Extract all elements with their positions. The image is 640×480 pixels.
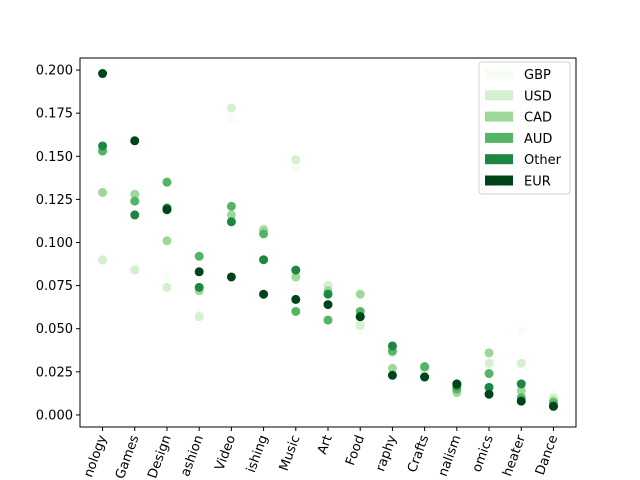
point-gbp-design (162, 270, 172, 280)
point-other-fashion (194, 282, 204, 292)
point-other-photography (387, 341, 397, 351)
point-usd-games (130, 265, 140, 275)
legend-swatch-eur (485, 175, 513, 186)
point-usd-design (162, 282, 172, 292)
point-other-music (291, 265, 301, 275)
y-tick-label: 0.125 (36, 193, 73, 208)
legend-label-gbp: GBP (524, 68, 551, 83)
point-usd-music (291, 155, 301, 165)
point-gbp-video (226, 113, 236, 123)
legend-label-usd: USD (524, 89, 552, 104)
point-eur-art (323, 300, 333, 310)
legend-label-cad: CAD (524, 111, 552, 126)
point-other-art (323, 289, 333, 299)
point-aud-games (130, 196, 140, 206)
point-eur-journalism (452, 379, 462, 389)
point-eur-video (226, 272, 236, 282)
point-usd-video (226, 103, 236, 113)
point-aud-fashion (194, 251, 204, 261)
x-tick-label: Art (315, 433, 336, 456)
y-tick-label: 0.100 (36, 236, 73, 251)
point-aud-music (291, 306, 301, 316)
point-eur-crafts (420, 372, 430, 382)
point-gbp-music (291, 163, 301, 173)
point-eur-theater (516, 396, 526, 406)
point-aud-crafts (420, 362, 430, 372)
point-aud-comics (484, 369, 494, 379)
point-eur-fashion (194, 267, 204, 277)
point-eur-comics (484, 389, 494, 399)
point-aud-publishing (259, 229, 269, 239)
point-cad-technology (98, 188, 108, 197)
legend-swatch-aud (485, 132, 513, 143)
point-cad-video (226, 210, 236, 220)
point-eur-music (291, 294, 301, 304)
point-other-video (226, 217, 236, 227)
point-other-games (130, 210, 140, 220)
point-aud-video (226, 201, 236, 211)
point-aud-art (323, 315, 333, 325)
point-usd-technology (98, 255, 108, 265)
y-tick-label: 0.150 (36, 150, 73, 165)
legend: GBP USD CAD AUD Other EUR (478, 61, 571, 195)
point-eur-technology (98, 69, 108, 79)
point-other-technology (98, 141, 108, 151)
point-other-theater (516, 379, 526, 389)
point-eur-dance (548, 401, 558, 411)
point-usd-theater (516, 358, 526, 368)
y-tick-label: 0.000 (36, 408, 73, 423)
point-cad-theater (516, 386, 526, 396)
y-tick-label: 0.200 (36, 64, 73, 79)
point-cad-comics (484, 348, 494, 358)
y-tick-label: 0.175 (36, 107, 73, 122)
point-aud-design (162, 177, 172, 187)
point-cad-food (355, 289, 365, 299)
point-gbp-theater (516, 325, 526, 335)
y-axis: 0.000 0.025 0.050 0.075 0.100 0.125 0.150 0.175… (36, 64, 80, 423)
point-cad-photography (387, 363, 397, 373)
legend-swatch-gbp (485, 69, 513, 79)
point-eur-publishing (259, 289, 269, 299)
legend-swatch-other (485, 154, 513, 165)
legend-label-eur: EUR (524, 175, 551, 190)
point-usd-comics (484, 358, 494, 368)
legend-label-aud: AUD (524, 132, 552, 147)
y-tick-label: 0.025 (36, 365, 73, 380)
y-tick-label: 0.075 (36, 279, 73, 294)
point-cad-music (291, 272, 301, 282)
point-cad-design (162, 236, 172, 246)
point-eur-food (355, 312, 365, 322)
legend-label-other: Other (524, 153, 562, 168)
point-usd-fashion (194, 312, 204, 322)
point-usd-food (355, 320, 365, 330)
data-points (98, 69, 558, 411)
point-cad-games (130, 189, 140, 199)
point-eur-design (162, 205, 172, 215)
point-other-publishing (259, 255, 269, 265)
legend-swatch-cad (485, 111, 513, 122)
point-eur-photography (387, 370, 397, 380)
legend-swatch-usd (485, 90, 513, 101)
point-eur-games (130, 136, 140, 146)
y-tick-label: 0.050 (36, 322, 73, 337)
point-other-comics (484, 382, 494, 392)
